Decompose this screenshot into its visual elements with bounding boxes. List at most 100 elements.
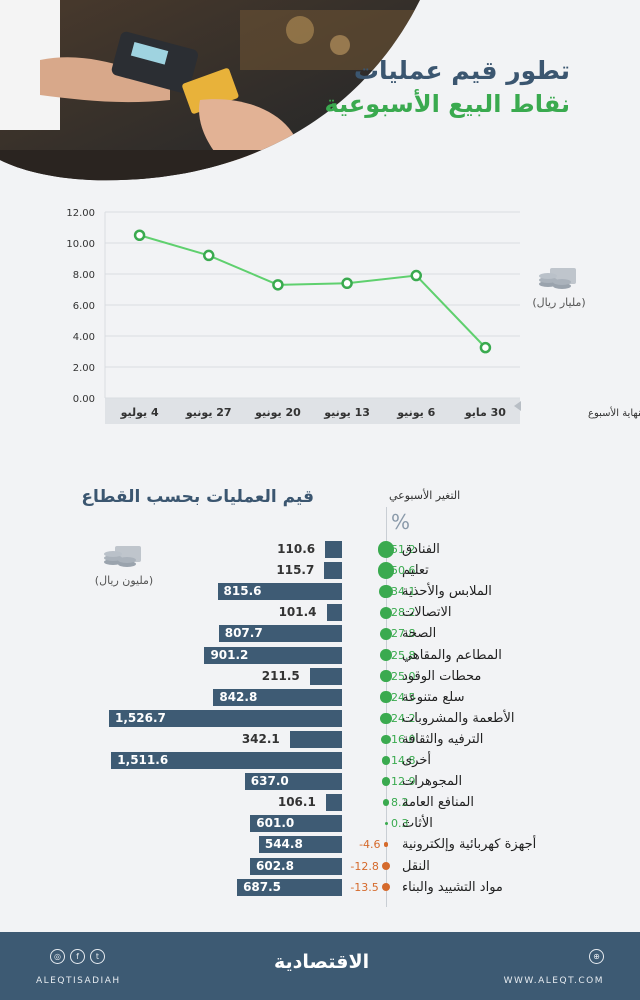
sector-name: الصحة — [402, 626, 437, 642]
table-row: 101.4 28.2 الاتصالات — [0, 602, 640, 623]
sector-name: الاتصالات — [402, 605, 452, 621]
x-axis-arrow-icon — [514, 401, 521, 411]
brand-logo: الاقتصادية — [274, 951, 370, 973]
y-tick-label-1: 2.00 — [73, 363, 95, 374]
bar-value-label: 842.8 — [219, 689, 258, 704]
change-label: 27.8 — [391, 627, 416, 641]
data-point-0 — [479, 341, 492, 354]
bar-15 — [250, 857, 342, 875]
y-tick-label-5: 10.00 — [66, 239, 95, 250]
bar-value-label: 687.5 — [243, 879, 282, 894]
bar-value-label: 101.4 — [278, 605, 317, 620]
change-label: 14.8 — [391, 754, 416, 767]
facebook-icon[interactable]: f — [70, 949, 85, 964]
data-point-2 — [341, 277, 353, 290]
bar-7 — [213, 688, 342, 706]
bar-5 — [204, 646, 342, 664]
table-row: 815.6 34.1 الملابس والأحذية — [0, 581, 640, 602]
website-link[interactable]: WWW.ALEQT.COM — [503, 976, 604, 986]
change-label: 24.5 — [391, 690, 416, 704]
sector-name: الملابس والأحذية — [402, 584, 492, 600]
table-row: 807.7 27.8 الصحة — [0, 623, 640, 644]
x-axis-band — [105, 398, 520, 424]
series-line — [139, 234, 487, 349]
bar-0 — [325, 541, 342, 558]
bar-value-label: 602.8 — [256, 858, 294, 873]
twitter-icon[interactable]: t — [90, 949, 105, 964]
weekly-line-chart: 0.00 2.00 4.00 6.00 8.00 10.00 12.00 30 مايو 6 ي… — [66, 208, 640, 424]
bar-value-label: 901.2 — [210, 647, 249, 662]
table-row: 110.6 51.2 الفنادق — [0, 539, 640, 560]
title-line-1: تطور قيم عمليات — [353, 56, 570, 85]
sector-name: الترفيه والثقافة — [402, 731, 484, 747]
bar-value-label: 1,511.6 — [117, 753, 169, 767]
sector-name: المطاعم والمقاهي — [402, 647, 502, 663]
social-handle[interactable]: ALEQTISADIAH — [36, 976, 121, 986]
web-icon[interactable]: ⊕ — [589, 949, 604, 964]
bar-14 — [258, 836, 342, 854]
table-row: 901.2 25.8 المطاعم والمقاهي — [0, 645, 640, 666]
change-label: 51.2 — [391, 543, 416, 556]
table-row: 115.7 50.6 تعليم — [0, 560, 640, 581]
y-tick-label-4: 8.00 — [73, 270, 95, 281]
instagram-icon[interactable]: ◎ — [50, 949, 65, 964]
bar-value-label: 342.1 — [241, 731, 280, 746]
bar-8 — [109, 709, 342, 727]
bar-value-label: 815.6 — [223, 584, 262, 599]
bar-4 — [218, 625, 342, 643]
coins-icon — [539, 268, 576, 289]
x-tick-label-5: 4 يوليو — [120, 406, 159, 419]
table-row: 342.1 16.0 الترفيه والثقافة — [0, 729, 640, 750]
change-dot — [384, 822, 388, 826]
table-row: 106.1 8.2 المنافع العامة — [0, 792, 640, 813]
change-dot — [380, 670, 392, 682]
change-dot — [381, 734, 391, 744]
change-label: 12.9 — [391, 775, 416, 789]
sector-name: الفنادق — [402, 542, 440, 557]
change-dot — [379, 606, 393, 619]
bar-value-label: 211.5 — [261, 668, 300, 683]
change-dot — [377, 541, 395, 558]
table-row: 602.8 -12.8 النقل — [0, 856, 640, 877]
sector-name: أجهزة كهربائية وإلكترونية — [402, 837, 537, 853]
sector-name: أخرى — [402, 753, 431, 768]
sector-name: الأثاث — [402, 816, 433, 832]
bar-6 — [309, 667, 342, 685]
bar-value-label: 110.6 — [277, 542, 316, 556]
bar-2 — [217, 583, 342, 601]
change-label: 50.6 — [391, 564, 416, 578]
change-dot — [381, 861, 391, 871]
percent-sign: % — [391, 510, 411, 534]
change-label: 16.0 — [391, 732, 416, 746]
bar-1 — [324, 562, 342, 580]
bar-value-label: 544.8 — [264, 837, 303, 852]
change-label: -13.5 — [350, 880, 379, 894]
change-axis-line — [386, 507, 387, 907]
bar-value-label: 807.7 — [224, 626, 263, 641]
x-tick-label-4: 27 يونيو — [185, 406, 232, 419]
table-row: 544.8 -4.6 أجهزة كهربائية وإلكترونية — [0, 834, 640, 855]
change-dot — [380, 691, 392, 703]
y-tick-label-3: 6.00 — [73, 301, 95, 312]
sector-name: محطات الوقود — [402, 668, 482, 684]
line-unit-block: (مليار ريال) — [532, 262, 586, 309]
change-label: 25.8 — [391, 648, 416, 662]
footer: ◎ f t ALEQTISADIAH الاقتصادية ⊕ WWW.ALEQ… — [0, 932, 640, 1000]
bar-11 — [244, 773, 342, 791]
change-dot — [380, 712, 392, 724]
table-row: 211.5 25.0 محطات الوقود — [0, 666, 640, 687]
bar-value-label: 601.0 — [256, 816, 295, 831]
sector-name: المنافع العامة — [402, 795, 474, 811]
bar-value-label: 115.7 — [276, 563, 315, 578]
change-label: 8.2 — [391, 796, 409, 810]
change-dot — [382, 799, 390, 806]
bar-value-label: 106.1 — [277, 795, 316, 810]
bar-unit-label: (مليون ريال) — [94, 574, 154, 587]
x-tick-label-0: 30 مايو — [464, 406, 506, 419]
change-dot — [379, 627, 393, 640]
sector-name: النقل — [402, 858, 430, 874]
data-point-3 — [272, 279, 284, 291]
bar-9 — [289, 730, 342, 748]
table-row: 687.5 -13.5 مواد التشييد والبناء — [0, 877, 640, 898]
bar-12 — [325, 794, 342, 812]
